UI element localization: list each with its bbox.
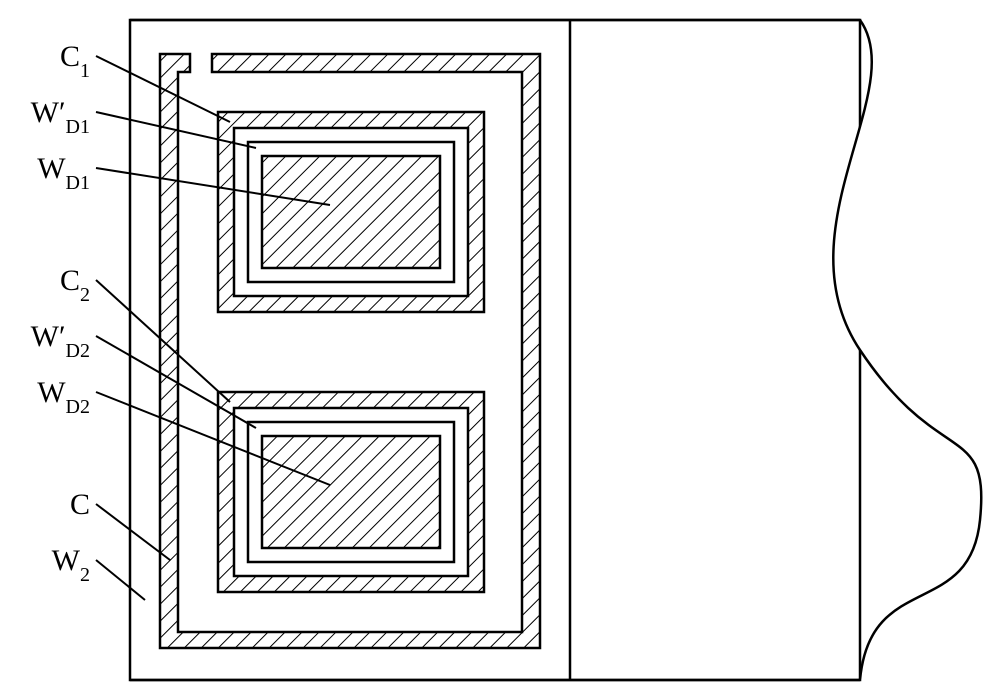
label-W2: WD2 <box>0 376 90 415</box>
label-Wx: W2 <box>0 544 90 583</box>
break-whiteout <box>833 20 981 680</box>
diagram-container: C1 W′D1 WD1 C2 W′D2 WD2 C W2 <box>0 0 1000 696</box>
label-Wp2: W′D2 <box>0 320 90 359</box>
label-C2: C2 <box>0 264 90 303</box>
cell2-WD <box>262 436 440 548</box>
leader-Wx <box>96 560 145 600</box>
label-Wp1: W′D1 <box>0 96 90 135</box>
frame-C-gap-fill <box>190 52 212 74</box>
diagram-svg <box>0 0 1000 696</box>
label-C: C <box>0 488 90 522</box>
label-W1: WD1 <box>0 152 90 191</box>
cell1-WD <box>262 156 440 268</box>
label-C1: C1 <box>0 40 90 79</box>
